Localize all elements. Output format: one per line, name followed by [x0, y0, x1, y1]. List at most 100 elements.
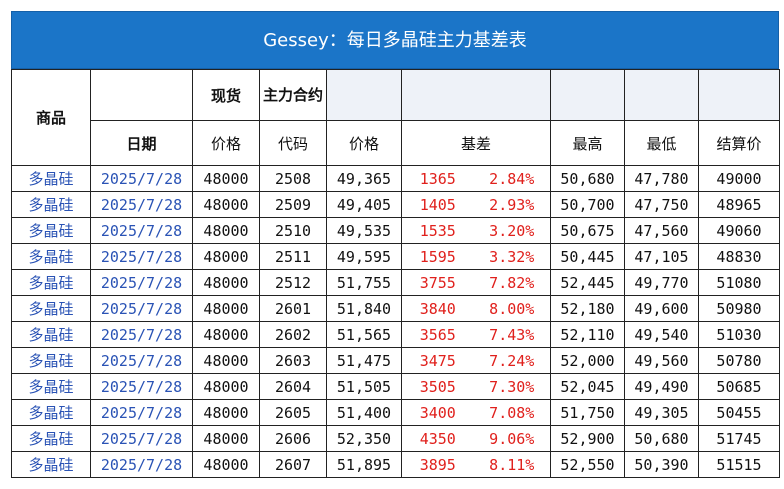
header-price: 价格 — [326, 120, 402, 166]
cell-price: 49,405 — [326, 191, 402, 218]
cell-low: 47,750 — [624, 191, 699, 218]
cell-price: 51,400 — [326, 399, 402, 426]
cell-high: 51,750 — [550, 399, 625, 426]
cell-date: 2025/7/28 — [90, 217, 193, 244]
cell-high: 50,675 — [550, 217, 625, 244]
cell-product: 多晶硅 — [11, 165, 91, 192]
cell-settle: 50780 — [698, 347, 780, 374]
cell-settle: 48965 — [698, 191, 780, 218]
table-row: 多晶硅 2025/7/28 48000 2603 51,475 3475 7.24% 52,0… — [11, 347, 780, 374]
cell-product: 多晶硅 — [11, 399, 91, 426]
cell-spot-price: 48000 — [192, 321, 260, 348]
cell-code: 2601 — [259, 295, 327, 322]
cell-product: 多晶硅 — [11, 243, 91, 270]
cell-settle: 51515 — [698, 451, 780, 478]
header-shade-cell — [550, 69, 625, 121]
header-spot-price: 价格 — [192, 120, 260, 166]
cell-basis-pct: 8.11% — [473, 451, 551, 478]
cell-low: 49,770 — [624, 269, 699, 296]
cell-high: 50,700 — [550, 191, 625, 218]
cell-basis: 3505 — [401, 373, 474, 400]
cell-date: 2025/7/28 — [90, 451, 193, 478]
table-row: 多晶硅 2025/7/28 48000 2604 51,505 3505 7.30% 52,0… — [11, 373, 780, 400]
cell-product: 多晶硅 — [11, 269, 91, 296]
table-row: 多晶硅 2025/7/28 48000 2512 51,755 3755 7.82% 52,4… — [11, 269, 780, 296]
cell-basis-pct: 8.00% — [473, 295, 551, 322]
cell-settle: 51080 — [698, 269, 780, 296]
header-spot: 现货 — [192, 69, 260, 121]
cell-code: 2603 — [259, 347, 327, 374]
cell-high: 52,000 — [550, 347, 625, 374]
cell-code: 2607 — [259, 451, 327, 478]
header-high: 最高 — [550, 120, 625, 166]
cell-date: 2025/7/28 — [90, 399, 193, 426]
cell-spot-price: 48000 — [192, 347, 260, 374]
cell-date: 2025/7/28 — [90, 243, 193, 270]
cell-basis-pct: 7.08% — [473, 399, 551, 426]
cell-code: 2512 — [259, 269, 327, 296]
table-row: 多晶硅 2025/7/28 48000 2601 51,840 3840 8.00% 52,1… — [11, 295, 780, 322]
header-shade-cell — [401, 69, 474, 121]
cell-settle: 51030 — [698, 321, 780, 348]
cell-high: 50,445 — [550, 243, 625, 270]
cell-high: 52,180 — [550, 295, 625, 322]
header-blank — [90, 69, 193, 121]
cell-code: 2511 — [259, 243, 327, 270]
cell-basis: 3475 — [401, 347, 474, 374]
cell-product: 多晶硅 — [11, 451, 91, 478]
cell-basis: 3565 — [401, 321, 474, 348]
cell-low: 47,105 — [624, 243, 699, 270]
cell-basis-pct: 7.43% — [473, 321, 551, 348]
cell-basis-pct: 7.30% — [473, 373, 551, 400]
cell-low: 47,780 — [624, 165, 699, 192]
header-low: 最低 — [624, 120, 699, 166]
cell-basis: 3755 — [401, 269, 474, 296]
cell-product: 多晶硅 — [11, 191, 91, 218]
cell-spot-price: 48000 — [192, 425, 260, 452]
cell-price: 51,840 — [326, 295, 402, 322]
cell-price: 51,475 — [326, 347, 402, 374]
cell-basis: 1365 — [401, 165, 474, 192]
header-settle: 结算价 — [698, 120, 780, 166]
header-row-bottom: 日期 价格 代码 价格 基差 最高 最低 结算价 — [12, 120, 780, 166]
cell-product: 多晶硅 — [11, 321, 91, 348]
cell-price: 52,350 — [326, 425, 402, 452]
cell-code: 2604 — [259, 373, 327, 400]
cell-basis-pct: 3.32% — [473, 243, 551, 270]
cell-code: 2606 — [259, 425, 327, 452]
table-row: 多晶硅 2025/7/28 48000 2605 51,400 3400 7.08% 51,7… — [11, 399, 780, 426]
cell-low: 50,390 — [624, 451, 699, 478]
cell-low: 49,490 — [624, 373, 699, 400]
cell-spot-price: 48000 — [192, 269, 260, 296]
header-code: 代码 — [259, 120, 327, 166]
cell-basis: 3400 — [401, 399, 474, 426]
header-shade-cell — [624, 69, 699, 121]
cell-date: 2025/7/28 — [90, 165, 193, 192]
cell-settle: 50455 — [698, 399, 780, 426]
cell-date: 2025/7/28 — [90, 373, 193, 400]
cell-low: 47,560 — [624, 217, 699, 244]
cell-basis: 3840 — [401, 295, 474, 322]
cell-spot-price: 48000 — [192, 243, 260, 270]
cell-price: 51,565 — [326, 321, 402, 348]
basis-table: 商品 现货 主力合约 日期 价格 代码 价格 基差 最高 最低 结算价 多晶硅 2… — [11, 69, 780, 478]
cell-settle: 50685 — [698, 373, 780, 400]
cell-settle: 48830 — [698, 243, 780, 270]
header-product: 商品 — [11, 69, 91, 166]
cell-low: 49,540 — [624, 321, 699, 348]
cell-basis-pct: 2.84% — [473, 165, 551, 192]
cell-basis: 1595 — [401, 243, 474, 270]
cell-product: 多晶硅 — [11, 295, 91, 322]
table-title: Gessey：每日多晶硅主力基差表 — [11, 11, 779, 69]
cell-date: 2025/7/28 — [90, 321, 193, 348]
table-row: 多晶硅 2025/7/28 48000 2510 49,535 1535 3.20% 50,6… — [11, 217, 780, 244]
cell-code: 2602 — [259, 321, 327, 348]
cell-product: 多晶硅 — [11, 217, 91, 244]
header-basis: 基差 — [401, 120, 551, 166]
cell-price: 51,895 — [326, 451, 402, 478]
header-shade-cell — [473, 69, 551, 121]
cell-low: 49,305 — [624, 399, 699, 426]
cell-basis: 4350 — [401, 425, 474, 452]
cell-code: 2508 — [259, 165, 327, 192]
cell-basis-pct: 9.06% — [473, 425, 551, 452]
